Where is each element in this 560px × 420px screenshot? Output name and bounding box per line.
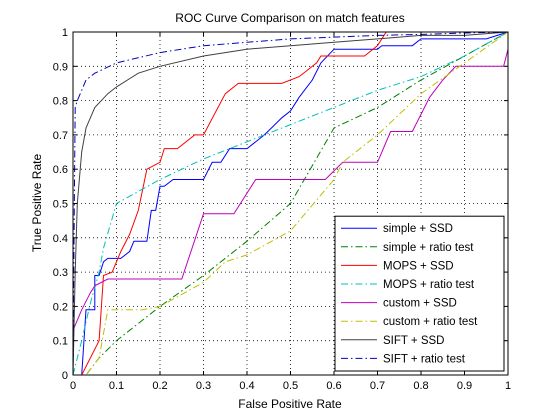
- series-line-1: [73, 31, 509, 376]
- series-line-6: [73, 31, 509, 376]
- x-tick-label: 0.5: [283, 380, 298, 392]
- legend-label: MOPS + ratio test: [383, 279, 475, 291]
- legend-label: SIFT + SSD: [383, 335, 444, 347]
- y-tick-label: 0.9: [53, 61, 68, 73]
- x-tick-label: 0.9: [457, 380, 472, 392]
- x-tick-label: 0.3: [196, 380, 211, 392]
- x-axis-title: False Positive Rate: [238, 397, 342, 411]
- chart-title: ROC Curve Comparison on match features: [175, 11, 404, 25]
- legend-box: [334, 215, 505, 372]
- y-tick-label: 0.1: [53, 336, 68, 348]
- legend-label: simple + SSD: [383, 223, 453, 235]
- y-tick-label: 0.3: [53, 267, 68, 279]
- y-tick-label: 1: [62, 27, 68, 39]
- series-line-5: [72, 49, 509, 331]
- series-line-3: [73, 31, 508, 376]
- legend-label: custom + ratio test: [383, 316, 478, 328]
- x-tick-label: 1: [505, 380, 511, 392]
- y-axis-title: True Positive Rate: [30, 154, 44, 253]
- series-line-8: [72, 31, 509, 376]
- x-tick-label: 0.1: [109, 380, 124, 392]
- y-tick-label: 0.8: [53, 96, 68, 108]
- axis-ticks: 0 0.1 0.2 0.3 0.4 0.5 0.6 0.7 0.8 0.9 1 0 0.1 0.2 0.3 0…: [53, 27, 511, 392]
- legend-label: SIFT + ratio test: [383, 353, 466, 365]
- x-tick-label: 0: [70, 380, 76, 392]
- grid: [73, 32, 508, 375]
- y-tick-label: 0.6: [53, 164, 68, 176]
- y-tick-label: 0.2: [53, 301, 68, 313]
- legend-label: simple + ratio test: [383, 242, 474, 254]
- legend-label: MOPS + SSD: [383, 260, 454, 272]
- x-tick-label: 0.2: [152, 380, 167, 392]
- y-tick-label: 0.7: [53, 130, 68, 142]
- y-tick-label: 0.5: [53, 199, 68, 211]
- x-tick-label: 0.8: [413, 380, 428, 392]
- y-tick-label: 0: [62, 370, 68, 382]
- x-tick-label: 0.7: [370, 380, 385, 392]
- series-lines: [72, 31, 509, 376]
- legend: simple + SSD simple + ratio test MOPS + SS…: [334, 215, 505, 372]
- series-line-7: [72, 31, 509, 376]
- x-tick-label: 0.4: [239, 380, 254, 392]
- legend-label: custom + SSD: [383, 298, 457, 310]
- x-tick-label: 0.6: [326, 380, 341, 392]
- y-tick-label: 0.4: [53, 233, 68, 245]
